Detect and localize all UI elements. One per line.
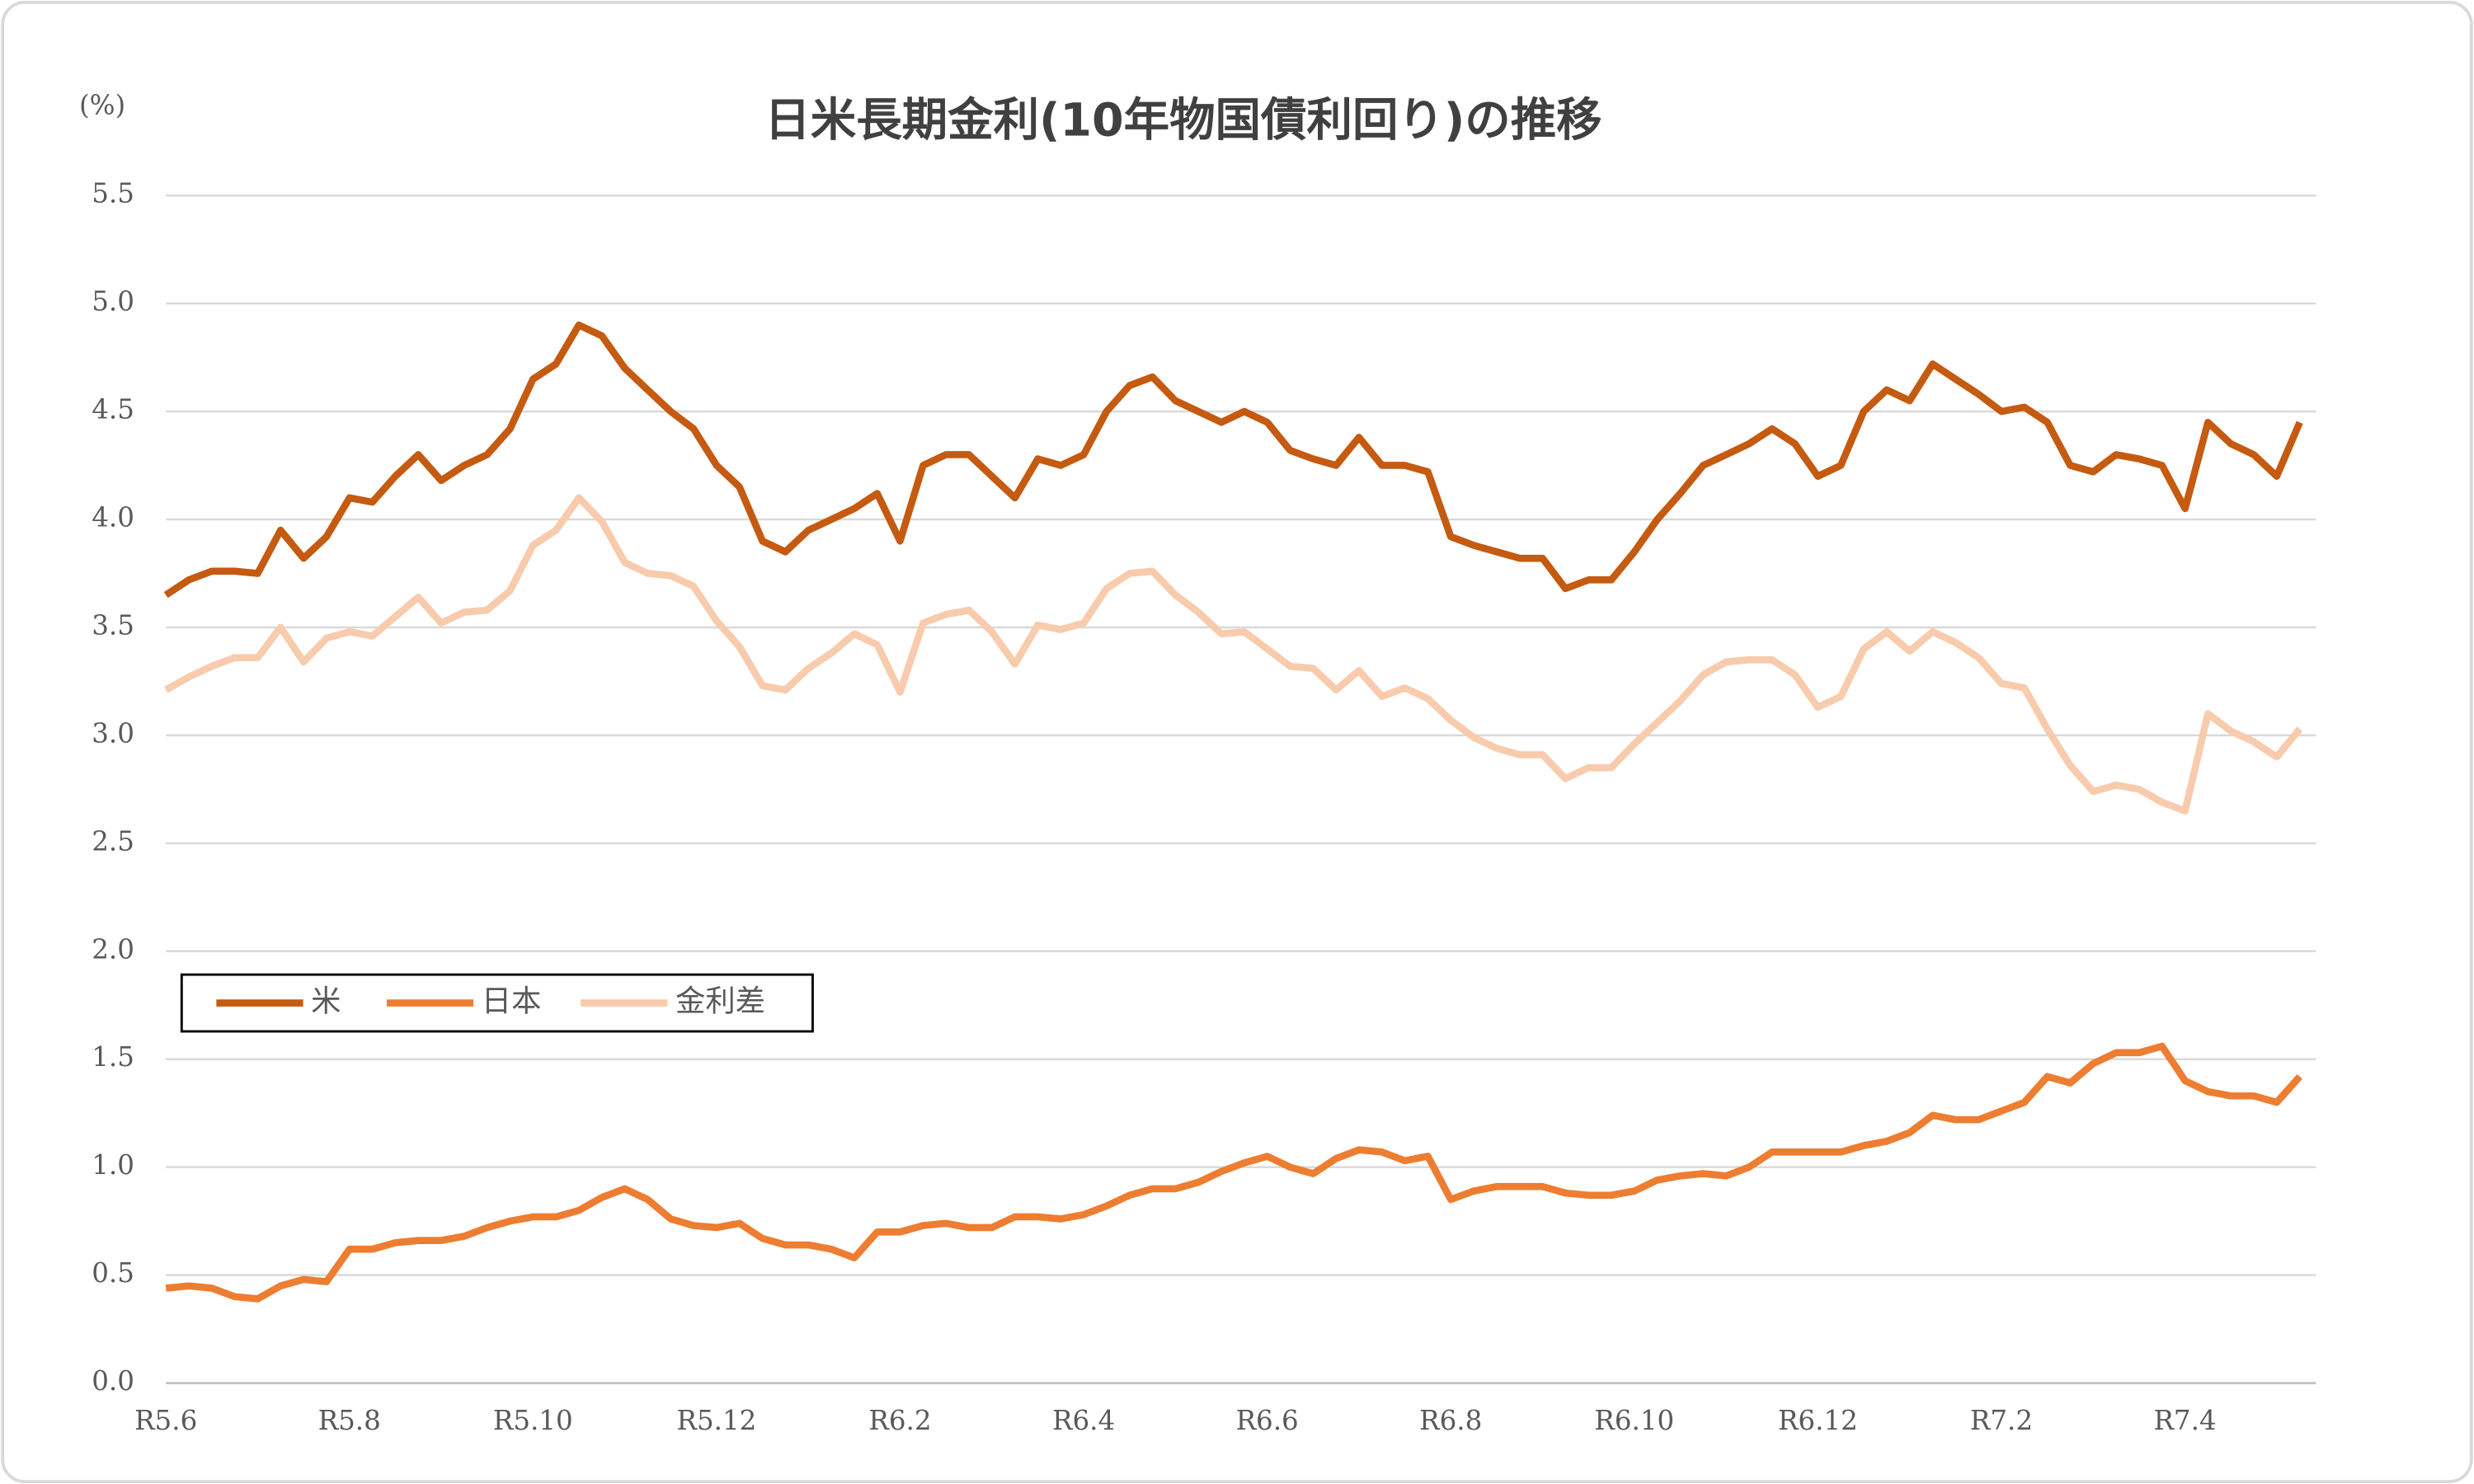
legend-label: 日本 [482,984,542,1019]
legend-label: 米 [311,984,341,1019]
series-line [164,494,2303,815]
y-tick-label: 2.0 [92,933,134,965]
y-tick-label: 0.0 [92,1365,134,1397]
y-tick-label: 3.5 [92,609,134,641]
x-tick-label: R6.6 [1236,1405,1299,1436]
x-tick-label: R6.8 [1419,1405,1482,1436]
x-tick-label: R6.10 [1594,1405,1674,1436]
series-line [163,321,2303,599]
y-tick-label: 4.0 [92,502,134,533]
x-tick-label: R5.10 [493,1405,573,1436]
x-tick-label: R5.6 [134,1405,197,1436]
y-tick-label: 0.5 [92,1257,134,1289]
chart-title: 日米長期金利(10年物国債利回り)の推移 [764,94,1602,147]
x-tick-label: R7.2 [1970,1405,2033,1436]
x-tick-label: R7.4 [2153,1405,2216,1436]
x-tick-label: R6.12 [1778,1405,1858,1436]
y-tick-label: 4.5 [92,394,134,425]
y-tick-label: 3.0 [92,717,134,749]
x-tick-label: R6.4 [1052,1405,1115,1436]
y-tick-label: 5.5 [92,178,134,209]
series-line [165,1042,2302,1303]
y-unit: (%) [79,90,125,121]
x-tick-label: R5.12 [676,1405,756,1436]
x-tick-label: R6.2 [868,1405,931,1436]
legend: 米 日本 金利差 [180,973,814,1033]
x-tick-label: R5.8 [318,1405,381,1436]
y-tick-label: 5.0 [92,286,134,317]
y-tick-label: 2.5 [92,825,134,857]
y-tick-label: 1.0 [92,1149,134,1181]
y-tick-label: 1.5 [92,1041,134,1073]
legend-label: 金利差 [675,984,765,1019]
